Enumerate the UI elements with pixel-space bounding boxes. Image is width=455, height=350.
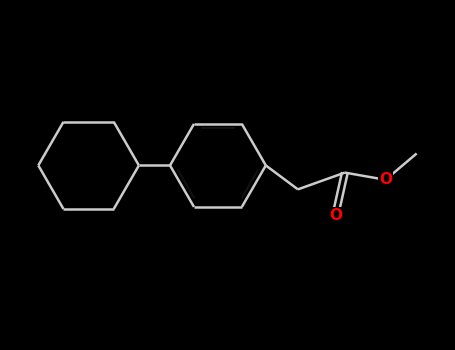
Text: O: O xyxy=(379,172,392,187)
Text: O: O xyxy=(329,208,342,223)
